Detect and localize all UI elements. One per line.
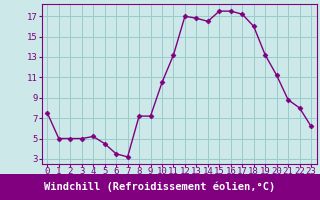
Text: Windchill (Refroidissement éolien,°C): Windchill (Refroidissement éolien,°C) bbox=[44, 182, 276, 192]
